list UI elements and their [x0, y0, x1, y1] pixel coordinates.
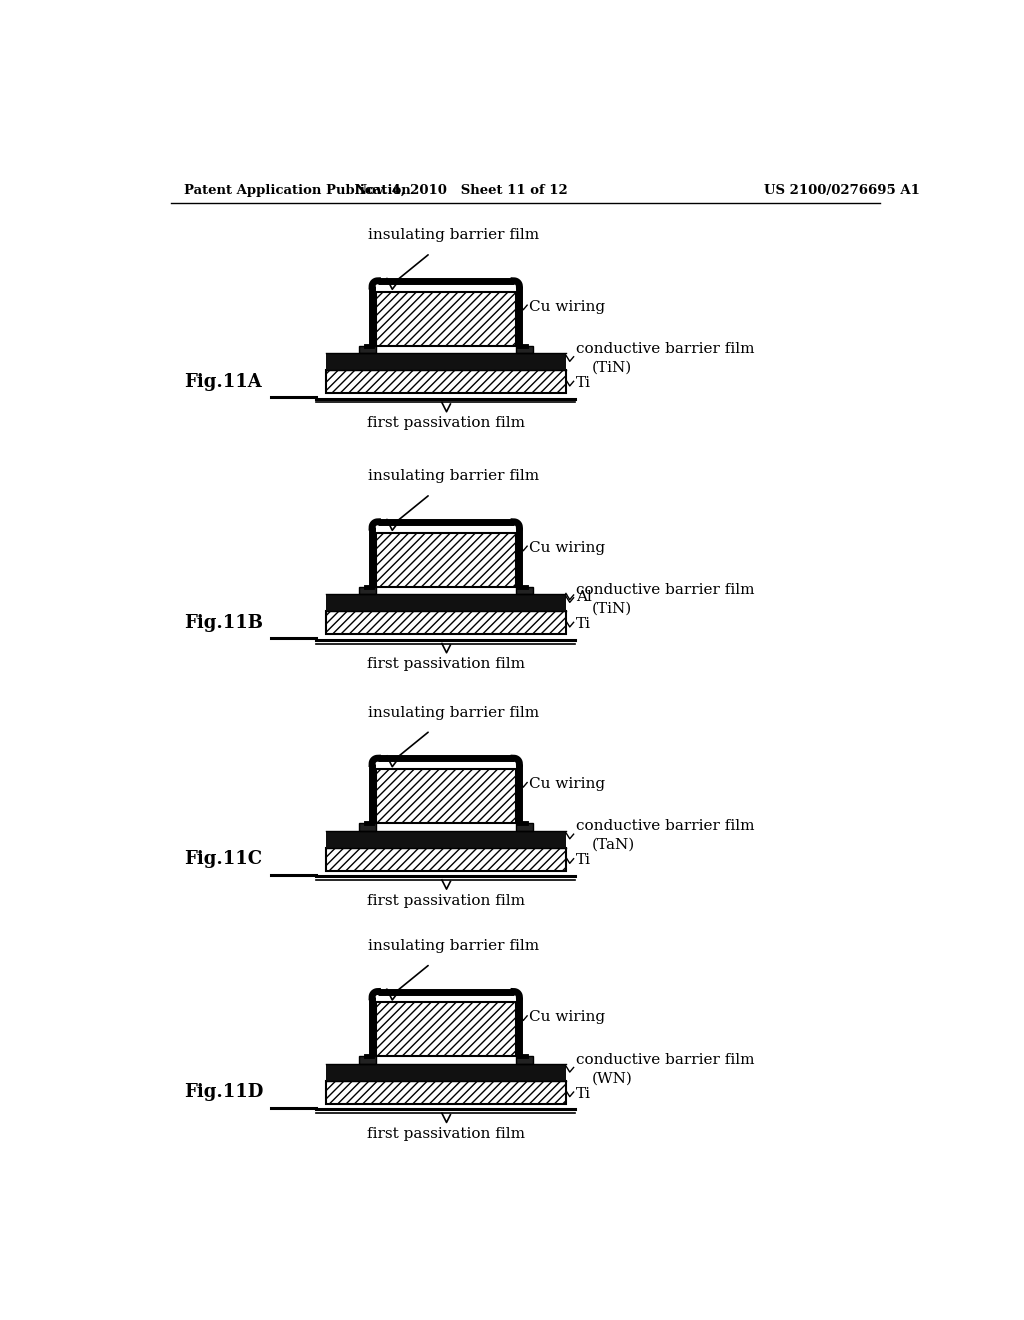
Text: first passivation film: first passivation film	[367, 1127, 524, 1140]
Text: Fig.11D: Fig.11D	[183, 1084, 263, 1101]
Text: US 2100/0276695 A1: US 2100/0276695 A1	[764, 185, 920, 197]
Bar	[326, 847, 566, 871]
Text: Fig.11C: Fig.11C	[183, 850, 262, 869]
Text: Al: Al	[575, 590, 592, 603]
Text: Ti: Ti	[575, 376, 591, 389]
Bar	[359, 1056, 376, 1064]
Bar	[326, 594, 566, 611]
Bar	[515, 586, 532, 594]
Text: Nov. 4, 2010   Sheet 11 of 12: Nov. 4, 2010 Sheet 11 of 12	[355, 185, 567, 197]
Text: Fig.11A: Fig.11A	[183, 372, 261, 391]
Text: conductive barrier film: conductive barrier film	[575, 583, 755, 597]
Bar	[326, 830, 566, 847]
Text: conductive barrier film: conductive barrier film	[575, 1052, 755, 1067]
Bar	[515, 346, 532, 354]
Text: insulating barrier film: insulating barrier film	[368, 470, 539, 483]
Text: first passivation film: first passivation film	[367, 894, 524, 908]
Text: Cu wiring: Cu wiring	[529, 1010, 605, 1024]
Bar	[515, 822, 532, 830]
Bar	[326, 370, 566, 393]
Text: first passivation film: first passivation film	[367, 416, 524, 430]
Bar	[359, 346, 376, 354]
Text: Fig.11B: Fig.11B	[183, 614, 263, 632]
Text: (WN): (WN)	[592, 1072, 633, 1085]
Text: (TiN): (TiN)	[592, 360, 632, 375]
Bar	[376, 1002, 515, 1056]
Bar	[376, 770, 515, 822]
Text: Cu wiring: Cu wiring	[529, 777, 605, 791]
Bar	[515, 1056, 532, 1064]
Bar	[326, 611, 566, 635]
Text: Ti: Ti	[575, 1086, 591, 1101]
Text: Cu wiring: Cu wiring	[529, 541, 605, 554]
Text: Cu wiring: Cu wiring	[529, 300, 605, 314]
Bar	[326, 354, 566, 370]
Text: Ti: Ti	[575, 616, 591, 631]
Text: conductive barrier film: conductive barrier film	[575, 820, 755, 833]
Bar	[326, 1064, 566, 1081]
Bar	[376, 533, 515, 586]
Text: Patent Application Publication: Patent Application Publication	[183, 185, 411, 197]
Text: Ti: Ti	[575, 853, 591, 867]
Text: conductive barrier film: conductive barrier film	[575, 342, 755, 356]
Text: (TiN): (TiN)	[592, 602, 632, 615]
Bar	[376, 292, 515, 346]
Text: (TaN): (TaN)	[592, 838, 635, 851]
Text: insulating barrier film: insulating barrier film	[368, 706, 539, 719]
Bar	[326, 1081, 566, 1104]
Text: insulating barrier film: insulating barrier film	[368, 228, 539, 243]
Bar	[359, 586, 376, 594]
Text: insulating barrier film: insulating barrier film	[368, 939, 539, 953]
Bar	[359, 822, 376, 830]
Text: first passivation film: first passivation film	[367, 657, 524, 672]
